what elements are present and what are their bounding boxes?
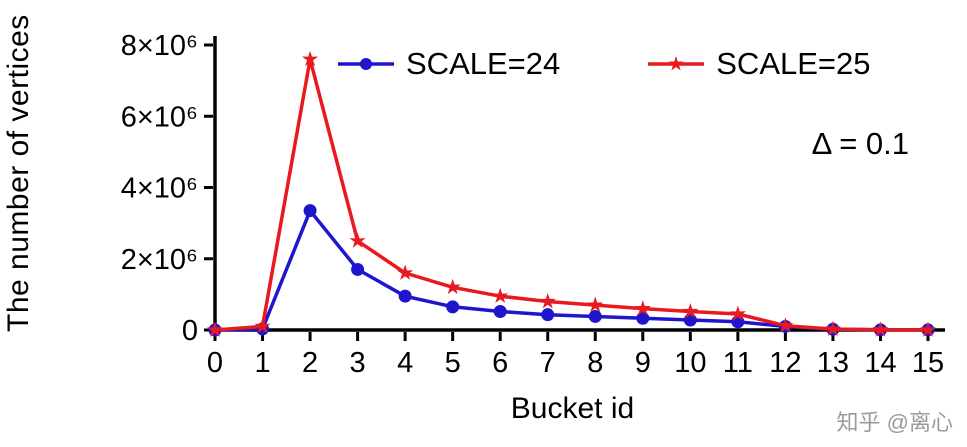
- watermark: 知乎 @离心: [836, 410, 953, 435]
- data-point-star: [729, 305, 746, 321]
- data-point-circle: [446, 300, 460, 314]
- circle-marker-icon: [338, 58, 394, 70]
- data-point-star: [254, 317, 271, 334]
- data-point-star: [444, 278, 461, 295]
- data-point-circle: [636, 311, 650, 325]
- x-tick-label: 11: [723, 347, 753, 379]
- x-tick-label: 15: [912, 347, 944, 379]
- series-line: [213, 208, 930, 332]
- x-tick-label: 12: [769, 347, 801, 379]
- data-point-star: [206, 321, 224, 337]
- legend-label-scale25: SCALE=25: [716, 46, 871, 81]
- data-point-star: [919, 321, 937, 337]
- data-point-star: [587, 296, 604, 312]
- data-point-circle: [731, 315, 745, 329]
- x-tick-label: 7: [540, 347, 556, 379]
- data-point-circle: [398, 289, 412, 303]
- y-tick-label: 6×10⁶: [121, 101, 198, 133]
- y-tick-label: 2×10⁶: [121, 244, 198, 276]
- data-point-circle: [683, 313, 697, 327]
- legend-label-scale24: SCALE=24: [406, 46, 561, 81]
- delta-annotation: Δ = 0.1: [811, 126, 909, 161]
- series-line: [213, 57, 930, 332]
- x-tick-label: 6: [492, 347, 508, 379]
- data-point-circle: [588, 309, 602, 323]
- data-point-star: [301, 50, 319, 67]
- y-tick-label: 4×10⁶: [121, 173, 198, 205]
- data-point-circle: [303, 204, 317, 218]
- data-point-star: [349, 232, 366, 248]
- data-point-circle: [493, 304, 507, 318]
- legend-item-scale25: SCALE=25: [648, 46, 871, 82]
- y-tick-label: 8×10⁶: [121, 30, 198, 62]
- y-tick-label: 0: [182, 315, 198, 347]
- x-tick-label: 0: [207, 347, 223, 379]
- star-marker-icon: [648, 56, 705, 71]
- data-point-star: [777, 317, 794, 333]
- x-tick-label: 5: [445, 347, 461, 379]
- x-tick-label: 14: [864, 347, 896, 379]
- x-tick-label: 10: [674, 347, 706, 379]
- data-point-circle: [351, 262, 365, 276]
- x-axis-label: Bucket id: [510, 392, 635, 425]
- x-tick-label: 4: [397, 347, 413, 379]
- data-point-star: [539, 293, 556, 309]
- x-tick-label: 3: [350, 347, 366, 379]
- data-point-star: [397, 264, 414, 280]
- legend-item-scale24: SCALE=24: [338, 46, 560, 82]
- data-point-star: [668, 56, 684, 71]
- x-tick-label: 8: [587, 347, 603, 379]
- x-tick-label: 13: [817, 347, 849, 379]
- data-point-circle: [360, 58, 372, 70]
- data-point-star: [682, 302, 699, 319]
- data-point-star: [492, 287, 509, 304]
- data-point-star: [824, 320, 842, 336]
- data-point-star: [872, 321, 889, 337]
- x-tick-label: 2: [302, 347, 318, 379]
- legend: SCALE=24 SCALE=25: [338, 46, 871, 82]
- x-tick-label: 1: [254, 347, 270, 379]
- series-scale-24: [208, 204, 935, 337]
- data-point-star: [634, 300, 651, 316]
- data-point-circle: [541, 308, 555, 322]
- series-scale-25: [206, 50, 937, 337]
- y-axis-label: The number of vertices: [2, 14, 35, 332]
- x-tick-label: 9: [635, 347, 651, 379]
